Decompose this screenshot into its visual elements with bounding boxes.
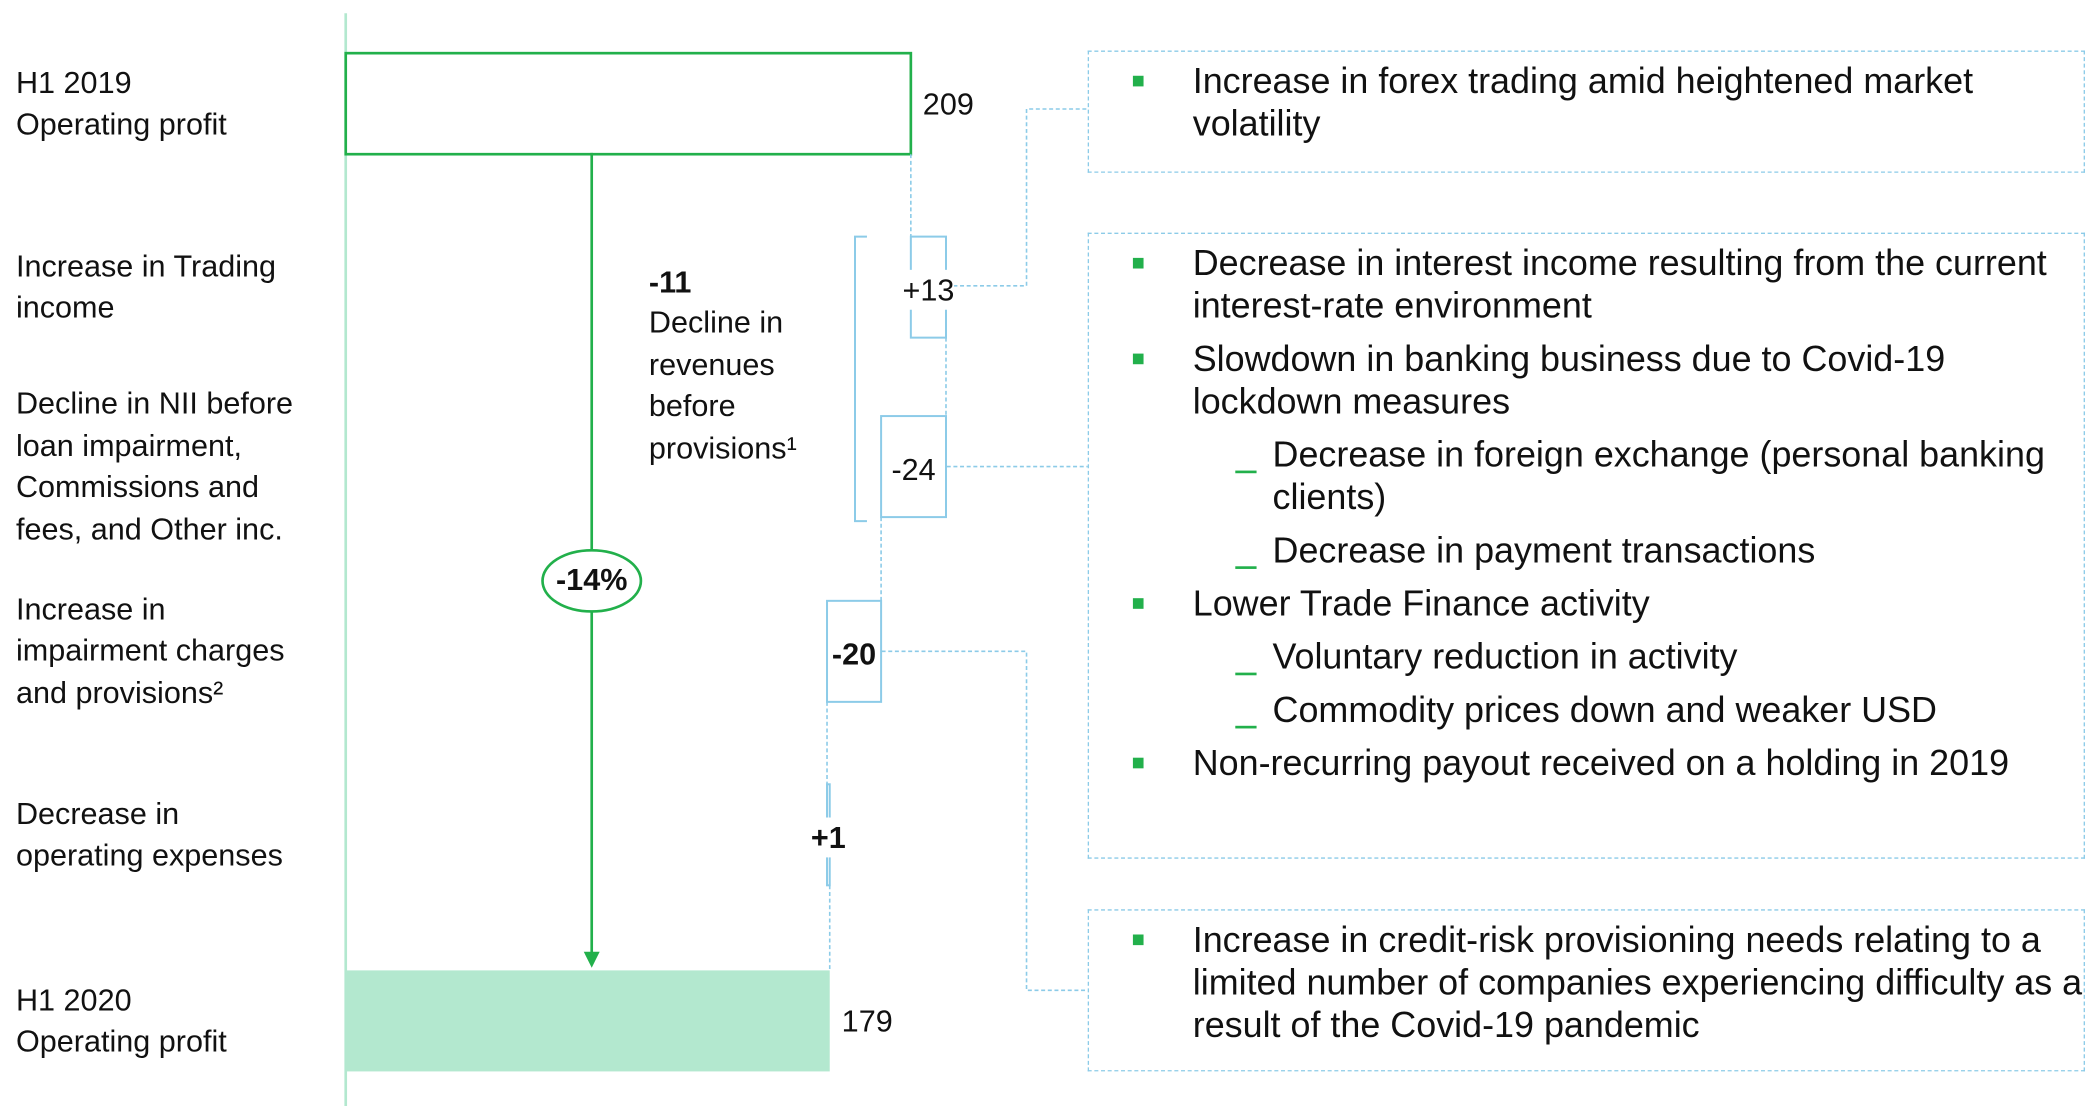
category-label: H1 2019 Operating profit [15, 64, 227, 141]
callout-item: Lower Trade Finance activity [1089, 582, 2084, 625]
change-label: -14% [556, 562, 628, 597]
callout-box: Increase in forex trading amid heightene… [1087, 50, 2085, 173]
callout-connector [946, 108, 1088, 287]
callout-item: Slowdown in banking business due to Covi… [1089, 338, 2084, 423]
value-label: +13 [902, 269, 955, 310]
callout-item: Decrease in foreign exchange (personal b… [1089, 433, 2084, 518]
callout-item: Non-recurring payout received on a holdi… [1089, 742, 2084, 785]
category-label: Increase in impairment charges and provi… [15, 591, 285, 710]
callout-box: Increase in credit-risk provisioning nee… [1087, 909, 2085, 1072]
bar [826, 599, 883, 703]
bar [344, 51, 913, 156]
arrow-head [583, 951, 600, 968]
callout-item: Increase in credit-risk provisioning nee… [1089, 919, 2084, 1047]
category-label: H1 2020 Operating profit [15, 981, 227, 1059]
value-label: 179 [841, 1003, 893, 1039]
value-label: -24 [891, 449, 936, 490]
change-badge [541, 549, 643, 613]
category-label: Decrease in operating expenses [15, 795, 283, 873]
category-label: Increase in Trading income [15, 247, 277, 325]
subtotal-value: -11 [648, 264, 692, 300]
bar [880, 415, 947, 519]
value-label: 209 [922, 86, 974, 121]
value-label: +1 [810, 817, 846, 858]
subtotal-bracket [853, 235, 867, 523]
value-label: -20 [831, 634, 877, 674]
callout-item: Decrease in payment transactions [1089, 529, 2084, 572]
category-label: Decline in NII before loan impairment, C… [15, 385, 294, 546]
callout-item: Commodity prices down and weaker USD [1089, 689, 2084, 732]
callout-item: Voluntary reduction in activity [1089, 635, 2084, 678]
callout-connector [881, 650, 1088, 992]
callout-box: Decrease in interest income resulting fr… [1087, 232, 2085, 859]
callout-item: Increase in forex trading amid heightene… [1089, 60, 2084, 145]
subtotal-note: Decline in revenues before provisions¹ [648, 304, 797, 465]
bar [345, 970, 830, 1072]
callout-item: Decrease in interest income resulting fr… [1089, 242, 2084, 327]
